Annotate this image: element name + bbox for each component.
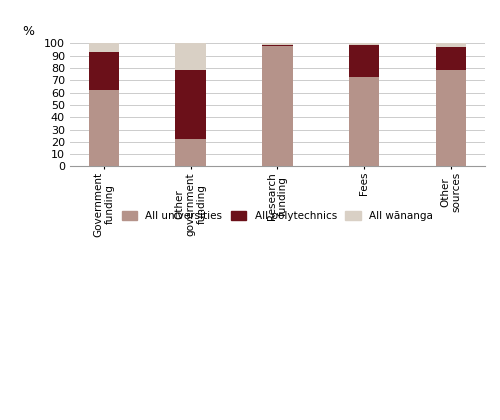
Bar	[176, 71, 206, 139]
Bar	[88, 90, 119, 166]
Bar	[176, 43, 206, 71]
Bar	[262, 46, 292, 166]
Bar	[176, 139, 206, 166]
Bar	[262, 43, 292, 45]
Bar	[349, 43, 380, 45]
Bar	[436, 71, 466, 166]
Y-axis label: %: %	[22, 26, 34, 38]
Bar	[88, 52, 119, 90]
Bar	[436, 43, 466, 47]
Bar	[349, 45, 380, 76]
Bar	[88, 43, 119, 52]
Bar	[262, 45, 292, 46]
Bar	[436, 47, 466, 71]
Bar	[349, 76, 380, 166]
Legend: All universities, All polytechnics, All wānanga: All universities, All polytechnics, All …	[118, 207, 438, 225]
